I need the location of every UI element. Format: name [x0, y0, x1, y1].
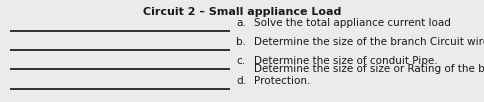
Text: Solve the total appliance current load: Solve the total appliance current load — [254, 18, 451, 28]
Text: c.: c. — [236, 56, 245, 66]
Text: Determine the size of conduit Pipe.: Determine the size of conduit Pipe. — [254, 56, 438, 66]
Text: b.: b. — [236, 37, 246, 47]
Text: a.: a. — [236, 18, 246, 28]
Text: Determine the size of size or Rating of the branch circuit
Protection.: Determine the size of size or Rating of … — [254, 64, 484, 86]
Text: d.: d. — [236, 76, 246, 86]
Text: Determine the size of the branch Circuit wire.: Determine the size of the branch Circuit… — [254, 37, 484, 47]
Text: Circuit 2 – Small appliance Load: Circuit 2 – Small appliance Load — [143, 7, 341, 17]
